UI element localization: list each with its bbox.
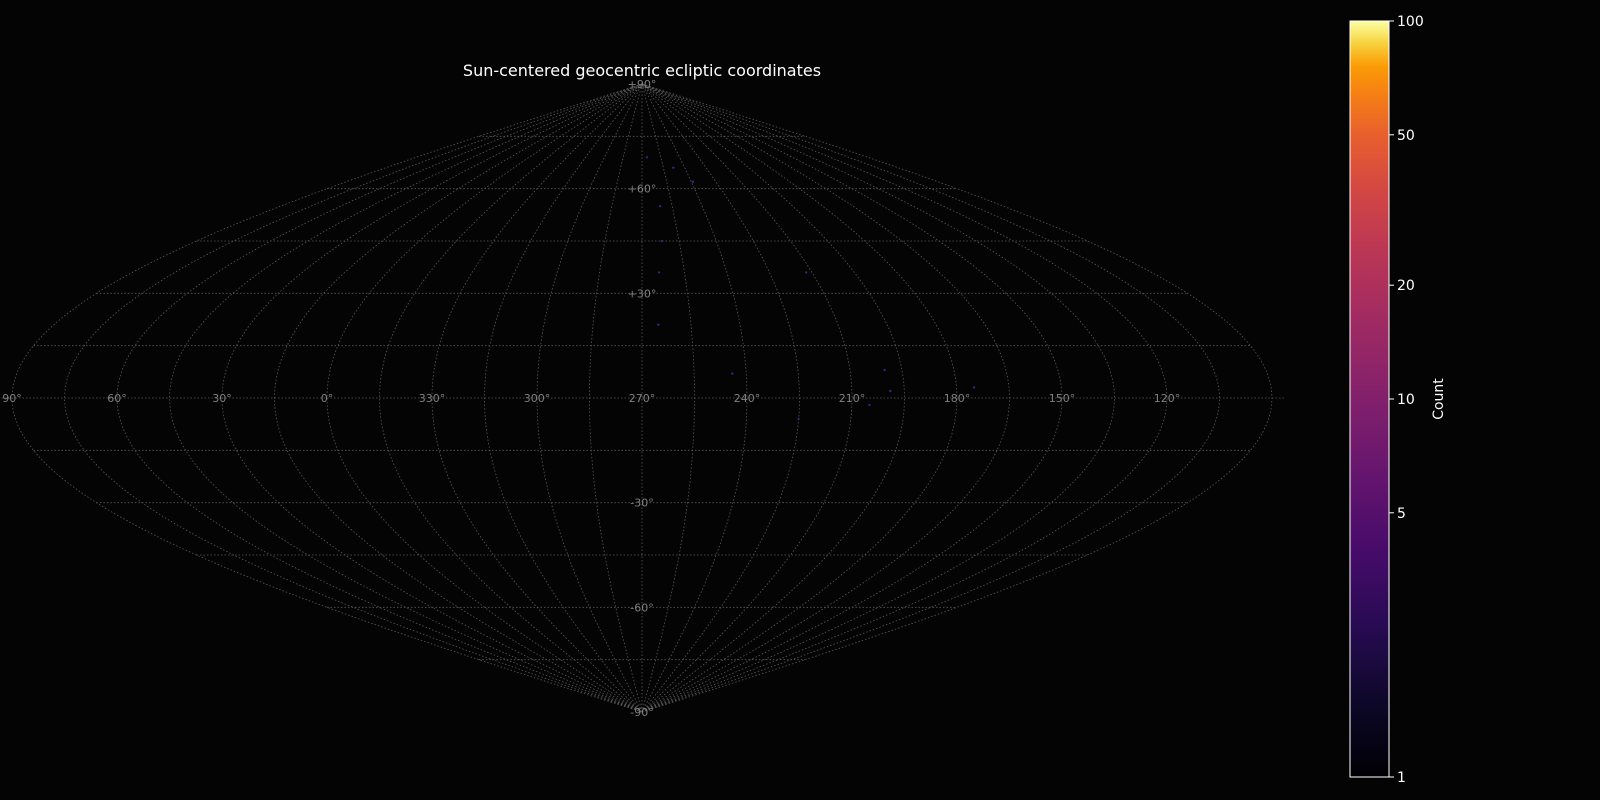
meridian-line [379, 83, 643, 713]
longitude-tick-label: 0° [321, 392, 334, 405]
colorbar-tick-label: 100 [1397, 14, 1424, 30]
colorbar-tick-label: 10 [1397, 392, 1415, 408]
longitude-tick-labels: 60° 30° 0° 330° 300° 270° 240° 210° 180° 150° 120°… [2, 392, 1180, 405]
colorbar-ticks: 1 5 10 20 50 100 [1389, 14, 1424, 786]
colorbar-gradient [1349, 20, 1390, 778]
longitude-tick-label: 30° [212, 392, 232, 405]
data-points [645, 156, 976, 421]
chart-title: Sun-centered geocentric ecliptic coordin… [463, 61, 821, 80]
latitude-tick-label: +60° [628, 183, 657, 196]
data-point [972, 386, 976, 389]
data-point [883, 368, 886, 372]
latitude-tick-label: -60° [630, 601, 653, 614]
latitude-tick-labels: +90° +60° +30° -30° -60° -90° [628, 78, 657, 719]
longitude-tick-label: 330° [419, 392, 446, 405]
data-point [657, 271, 661, 274]
graticule [0, 83, 1286, 713]
colorbar-tick-label: 20 [1397, 278, 1415, 294]
longitude-tick-label: 300° [524, 392, 551, 405]
colorbar-tick-label: 5 [1397, 506, 1406, 522]
data-point [658, 204, 662, 208]
colorbar-label: Count [1431, 378, 1447, 420]
data-point [868, 403, 871, 407]
latitude-tick-label: -90° [630, 706, 653, 719]
colorbar-tick-label: 1 [1397, 770, 1406, 786]
data-point [672, 166, 675, 169]
data-point [657, 323, 660, 326]
longitude-tick-label: 90° [2, 392, 22, 405]
longitude-tick-label: 120° [1154, 392, 1181, 405]
colorbar: 1 5 10 20 50 100 Count [1349, 14, 1447, 786]
longitude-tick-label: 210° [839, 392, 866, 405]
data-point [797, 417, 800, 421]
data-point [691, 180, 695, 183]
latitude-tick-label: -30° [630, 497, 653, 510]
meridian-line [641, 83, 905, 713]
data-point [731, 372, 734, 375]
colorbar-tick-label: 50 [1397, 128, 1415, 144]
latitude-tick-label: +90° [628, 78, 657, 91]
data-point [805, 271, 808, 274]
longitude-tick-label: 150° [1049, 392, 1076, 405]
latitude-tick-label: +30° [628, 287, 657, 300]
longitude-tick-label: 240° [734, 392, 761, 405]
data-point [660, 239, 663, 243]
data-point [889, 389, 892, 393]
longitude-tick-label: 270° [629, 392, 656, 405]
longitude-tick-label: 60° [107, 392, 127, 405]
longitude-tick-label: 180° [944, 392, 971, 405]
data-point [645, 156, 649, 159]
